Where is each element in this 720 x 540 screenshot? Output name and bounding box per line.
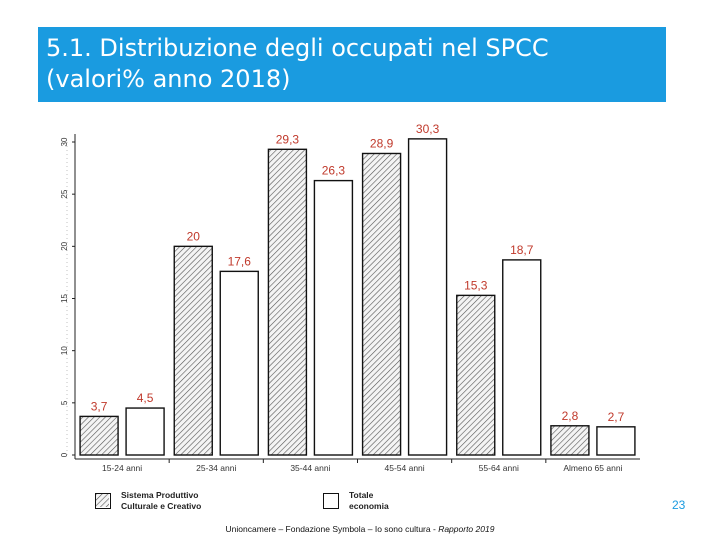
bar-spcc (267, 148, 308, 456)
data-label: 15,3 (464, 278, 488, 292)
y-tick-label: 0 (60, 452, 69, 457)
bar-spcc (456, 294, 496, 456)
bar-spcc (550, 425, 590, 456)
y-tick-label: 5 (60, 400, 69, 405)
data-label: 30,3 (416, 122, 440, 136)
legend-label-spcc: Sistema Produttivo Culturale e Creativo (121, 490, 202, 511)
data-label: 26,3 (322, 164, 346, 178)
x-tick-label: Almeno 65 anni (563, 463, 622, 473)
data-label: 4,5 (137, 391, 154, 405)
x-tick-label: 25-34 anni (196, 463, 236, 473)
bar-chart: 0 5 10 15 20 25 30 3,7 4,5 15-24 anni 20 17,6 25-34 … (60, 122, 640, 473)
y-tick-label: 20 (60, 241, 69, 250)
y-tick-label: 15 (60, 294, 69, 303)
bar-spcc (361, 152, 402, 456)
legend-swatch-hatched (95, 493, 111, 509)
data-label: 18,7 (510, 243, 534, 257)
data-label: 17,6 (228, 254, 252, 268)
x-tick-label: 15-24 anni (102, 463, 142, 473)
data-label: 20 (187, 229, 201, 243)
bar-totale (502, 259, 542, 456)
y-tick-label: 10 (60, 346, 69, 355)
bar-totale (125, 407, 165, 456)
legend-item-spcc: Sistema Produttivo Culturale e Creativo (95, 490, 245, 520)
data-label: 2,8 (562, 409, 579, 423)
legend-item-totale: Totale economia (323, 490, 443, 520)
title-banner: 5.1. Distribuzione degli occupati nel SP… (38, 27, 666, 102)
footer-source: Unioncamere – Fondazione Symbola – Io so… (0, 524, 720, 534)
bar-totale (219, 270, 259, 456)
bar-spcc (173, 245, 213, 456)
bar-totale (313, 179, 354, 456)
bar-totale (407, 138, 448, 456)
slide-number: 23 (672, 498, 686, 512)
data-label: 2,7 (608, 410, 625, 424)
bar-spcc (79, 415, 119, 456)
y-tick-label: 30 (60, 137, 69, 146)
bar-totale (596, 426, 636, 456)
footer-text: Unioncamere – Fondazione Symbola – Io so… (225, 524, 436, 534)
data-label: 29,3 (276, 132, 300, 146)
legend-swatch-plain (323, 493, 339, 509)
data-label: 3,7 (91, 399, 108, 413)
x-tick-label: 55-64 anni (479, 463, 519, 473)
x-tick-label: 35-44 anni (290, 463, 330, 473)
slide-title: 5.1. Distribuzione degli occupati nel SP… (46, 34, 549, 93)
y-tick-label: 25 (60, 189, 69, 198)
legend-label-totale: Totale economia (349, 490, 389, 511)
footer-italic: Rapporto 2019 (438, 524, 495, 534)
x-tick-label: 45-54 anni (384, 463, 424, 473)
data-label: 28,9 (370, 136, 394, 150)
